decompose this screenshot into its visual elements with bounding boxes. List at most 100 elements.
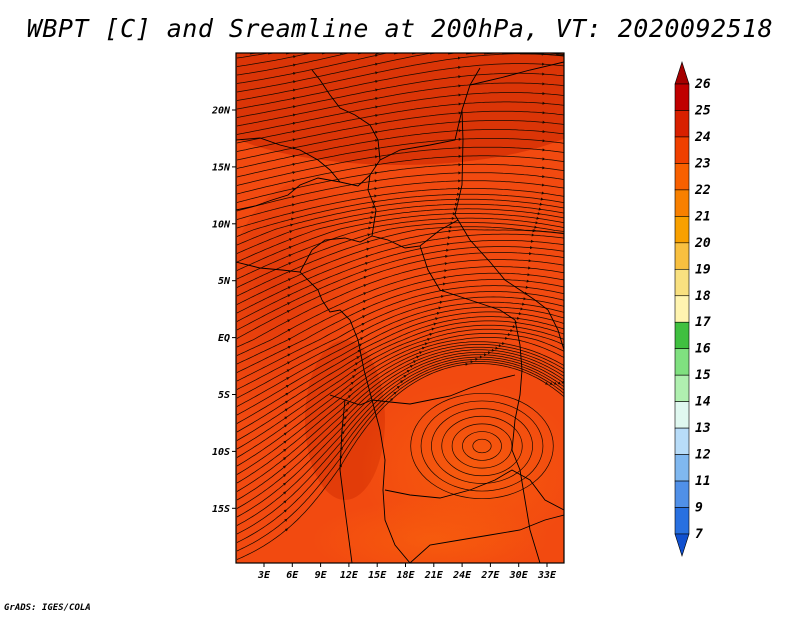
streamline-arrow (526, 279, 530, 283)
streamline-arrow (284, 518, 288, 522)
lat-tick-label: 15S (212, 504, 230, 515)
map-area (236, 53, 564, 563)
colorbar-swatch (674, 163, 690, 191)
cyclone-streamline (462, 431, 502, 461)
streamlines (236, 53, 564, 560)
streamline-arrow (465, 362, 469, 366)
streamline (236, 163, 564, 203)
border-line (299, 235, 373, 273)
streamline-arrow (375, 71, 379, 75)
streamline-arrow (518, 312, 522, 316)
colorbar-top-arrow (674, 61, 690, 85)
streamline-arrow (373, 200, 377, 204)
lighter-south-region (310, 500, 550, 563)
streamline-arrow (523, 297, 527, 301)
streamline (236, 146, 564, 186)
lat-tick-label: EQ (218, 333, 230, 344)
streamline-arrow (447, 236, 451, 240)
darker-top-band (236, 53, 564, 165)
streamline-arrow (341, 430, 345, 435)
streamline-arrow (287, 302, 291, 306)
streamline-arrow (470, 360, 474, 364)
streamline-arrow (374, 179, 378, 183)
border-line (534, 299, 564, 351)
streamline-arrow (293, 63, 297, 67)
streamline-arrow (287, 286, 291, 290)
border-line (236, 174, 371, 211)
streamline-arrow (424, 342, 428, 346)
streamline (236, 172, 564, 212)
border-line (511, 449, 541, 563)
border-line (339, 399, 353, 563)
cyclone-streamline (451, 423, 513, 469)
streamline-arrow (549, 381, 553, 385)
streamline-arrow (340, 438, 344, 443)
streamline-arrow (400, 380, 404, 384)
streamline-arrow (358, 343, 363, 347)
streamline (236, 53, 389, 84)
streamline-arrow (363, 292, 367, 296)
colorbar-swatch (674, 268, 690, 297)
streamline-arrow (363, 284, 367, 288)
streamline-arrow (282, 474, 287, 478)
lat-tick-label: 5S (218, 390, 230, 401)
streamline-arrow (542, 120, 546, 124)
streamline-arrow (287, 338, 292, 341)
streamline-arrow (458, 137, 462, 141)
streamline-arrow (458, 93, 462, 97)
streamline-arrow (436, 311, 440, 315)
streamline-arrow (353, 368, 357, 372)
colorbar-label: 12 (695, 448, 711, 463)
streamline-arrow (516, 316, 520, 320)
streamline-arrow (288, 262, 292, 266)
streamline-arrow (282, 457, 287, 461)
streamline-arrow (495, 346, 499, 350)
streamline-arrow (375, 130, 379, 134)
border-line (409, 514, 564, 563)
streamline-arrow (444, 262, 448, 266)
streamline-arrow (291, 217, 295, 221)
map-frame (235, 52, 565, 564)
streamline-arrow (369, 221, 373, 225)
streamline (236, 324, 564, 450)
streamline-arrow (287, 345, 291, 349)
streamline-arrow (530, 239, 534, 243)
streamline-arrow (375, 54, 379, 58)
colorbar-label: 13 (695, 421, 711, 436)
streamline (236, 356, 564, 535)
streamline (236, 101, 564, 144)
streamline-arrow (282, 465, 287, 469)
streamline-arrow (536, 216, 540, 220)
streamline-arrow (293, 55, 297, 59)
streamline-arrow (453, 207, 457, 211)
streamline (236, 53, 313, 67)
streamline (236, 72, 564, 118)
footer-credit: GrADS: IGES/COLA (4, 603, 91, 613)
streamline-arrow (287, 278, 292, 282)
streamline-arrow (367, 233, 371, 237)
streamline-arrow (288, 246, 292, 249)
streamline (236, 213, 564, 271)
streamline-arrow (292, 121, 296, 125)
border-line (371, 219, 459, 249)
streamline-arrow (292, 113, 296, 117)
streamline-arrow (342, 423, 346, 427)
streamline-arrow (351, 375, 356, 379)
lat-tick-label: 10N (212, 219, 231, 230)
streamline-arrow (458, 65, 462, 69)
streamline-arrow (284, 528, 288, 532)
streamline-arrow (292, 96, 296, 100)
streamline (236, 155, 564, 195)
streamline-arrow (542, 62, 545, 66)
colorbar-swatch (674, 427, 690, 455)
streamline-arrow (542, 130, 546, 134)
streamline-arrow (374, 187, 378, 191)
streamline-arrow (286, 377, 290, 380)
streamline-arrow (289, 230, 293, 234)
lon-tick-label: 18E (396, 570, 415, 581)
streamline-arrow (446, 248, 450, 252)
streamline-arrow (283, 491, 287, 495)
streamline (236, 82, 564, 127)
streamline-arrow (371, 211, 375, 215)
